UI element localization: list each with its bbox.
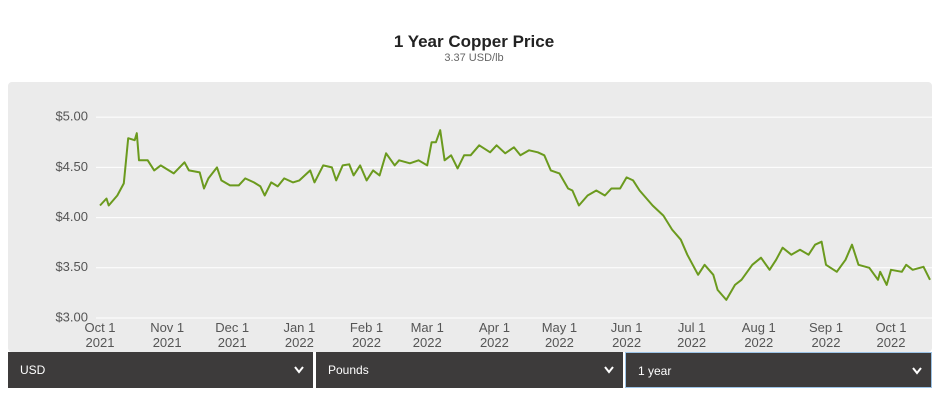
unit-dropdown[interactable]: Pounds <box>316 352 623 388</box>
chevron <box>912 367 922 375</box>
x-tick-label: Oct 1 2021 <box>84 320 116 350</box>
price-line <box>99 129 931 301</box>
x-tick-label: Sep 1 2022 <box>808 320 843 350</box>
x-tick-label: Apr 1 2022 <box>478 320 510 350</box>
x-tick-label: Oct 1 2022 <box>875 320 907 350</box>
y-tick-label: $5.00 <box>55 109 88 124</box>
x-tick-label: Jun 1 2022 <box>610 320 643 350</box>
title: 1 Year Copper Price <box>393 32 555 51</box>
x-tick-label: Jul 1 2022 <box>677 320 707 350</box>
plot-background <box>8 82 932 352</box>
dropdown-value: Pounds <box>328 363 369 377</box>
y-tick-label: $3.00 <box>55 309 88 324</box>
y-tick-label: $4.00 <box>55 209 88 224</box>
y-tick-label: $4.50 <box>55 159 88 174</box>
x-tick-label: Nov 1 2021 <box>150 320 185 350</box>
x-tick-label: May 1 2022 <box>541 320 578 350</box>
period-dropdown[interactable]: 1 year <box>625 352 932 388</box>
subtitle: 3.37 USD/lb <box>444 52 504 64</box>
dropdown-value: USD <box>20 363 46 377</box>
x-tick-label: Jan 1 2022 <box>283 320 316 350</box>
currency-dropdown[interactable]: USD <box>8 352 313 388</box>
chevron <box>604 366 614 374</box>
x-tick-label: Aug 1 2022 <box>741 320 776 350</box>
chevron <box>294 366 304 374</box>
y-tick-label: $3.50 <box>55 259 88 274</box>
x-tick-label: Dec 1 2021 <box>215 320 250 350</box>
dropdown-value: 1 year <box>638 364 672 378</box>
x-tick-label: Feb 1 2022 <box>349 320 384 350</box>
x-tick-label: Mar 1 2022 <box>410 320 444 350</box>
